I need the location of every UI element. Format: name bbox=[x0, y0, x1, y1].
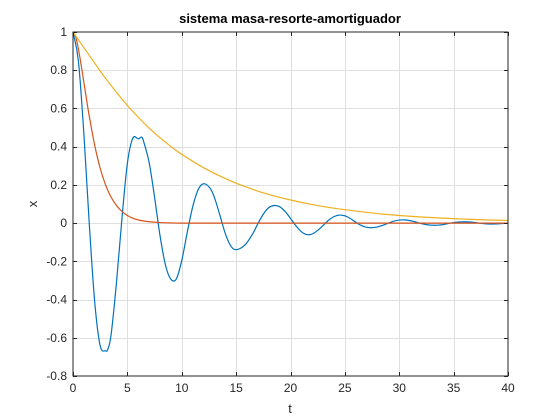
x-tick-label: 30 bbox=[393, 381, 407, 395]
y-tick-label: -0.6 bbox=[46, 331, 67, 345]
y-tick-label: 0.8 bbox=[50, 63, 67, 77]
y-tick-label: 0 bbox=[60, 216, 67, 230]
y-tick-label: 0.4 bbox=[50, 140, 67, 154]
x-tick-label: 0 bbox=[70, 381, 77, 395]
y-tick-label: 1 bbox=[60, 25, 67, 39]
ticks-layer bbox=[73, 32, 509, 377]
x-tick-label: 35 bbox=[447, 381, 461, 395]
chart-title: sistema masa-resorte-amortiguador bbox=[179, 11, 401, 26]
x-tick-label: 25 bbox=[338, 381, 352, 395]
x-tick-label: 10 bbox=[175, 381, 189, 395]
y-tick-label: 0.2 bbox=[50, 178, 67, 192]
x-tick-labels: 0 5 10 15 20 25 30 35 40 bbox=[70, 381, 515, 395]
x-tick-label: 20 bbox=[284, 381, 298, 395]
series-line-3 bbox=[72, 31, 509, 222]
series-line-2 bbox=[72, 31, 508, 224]
y-tick-label: -0.4 bbox=[46, 293, 67, 307]
series-layer bbox=[72, 31, 509, 352]
y-tick-label: 0.6 bbox=[50, 101, 67, 115]
series-line-1 bbox=[72, 31, 509, 352]
axes-box bbox=[72, 31, 509, 377]
x-tick-label: 40 bbox=[501, 381, 515, 395]
y-tick-label: -0.8 bbox=[46, 369, 67, 383]
y-tick-labels: -0.8 -0.6 -0.4 -0.2 0 0.2 0.4 0.6 0.8 1 bbox=[46, 25, 67, 383]
x-tick-label: 5 bbox=[124, 381, 131, 395]
x-tick-label: 15 bbox=[229, 381, 243, 395]
x-axis-label: t bbox=[288, 401, 292, 416]
y-tick-label: -0.2 bbox=[46, 254, 67, 268]
y-axis-label: x bbox=[25, 200, 40, 207]
axes-frame bbox=[72, 31, 509, 377]
grid-lines bbox=[73, 32, 508, 376]
